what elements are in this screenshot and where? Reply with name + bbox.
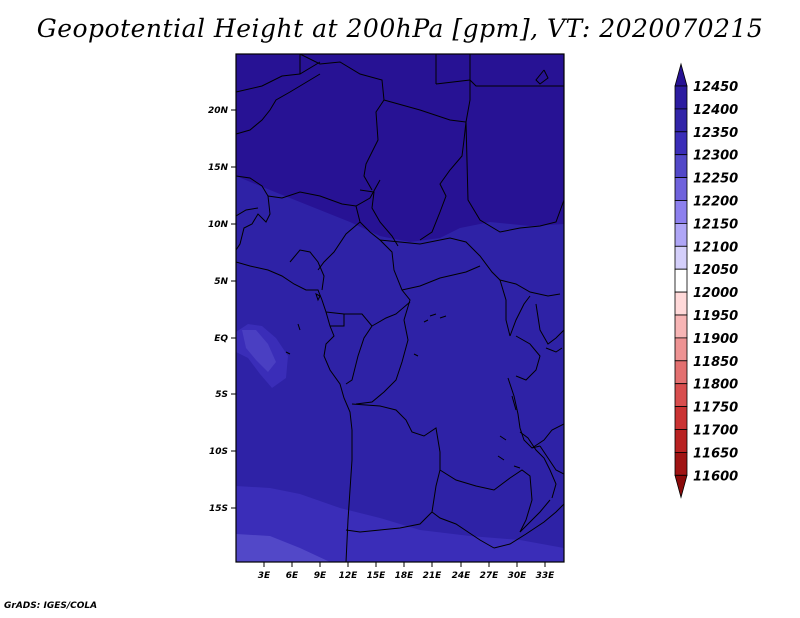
- colorbar-segment: [674, 451, 688, 476]
- lon-label-6e: 6E: [286, 571, 299, 581]
- colorbar-segment: [674, 154, 688, 178]
- lon-label-18e: 18E: [395, 571, 415, 581]
- lon-label-24e: 24E: [452, 571, 472, 581]
- lat-label-eq: EQ: [214, 334, 228, 344]
- lon-label-15e: 15E: [367, 571, 387, 581]
- colorbar-segment: [674, 200, 688, 224]
- lat-label-5n: 5N: [214, 277, 228, 287]
- colorbar-label: 11900: [693, 332, 738, 347]
- lon-label-9e: 9E: [314, 571, 327, 581]
- colorbar-label: 11700: [693, 424, 738, 439]
- colorbar-segment: [674, 337, 688, 362]
- colorbar-label: 12050: [693, 263, 738, 278]
- colorbar-label: 11850: [693, 355, 738, 370]
- colorbar-label: 11650: [693, 446, 738, 461]
- colorbar-label: 12250: [693, 172, 738, 187]
- lat-label-10s: 10S: [209, 447, 228, 457]
- map-frame: [235, 53, 565, 563]
- colorbar-label: 11800: [693, 378, 738, 393]
- colorbar-segment: [674, 108, 688, 133]
- lon-label-21e: 21E: [423, 571, 443, 581]
- colorbar-label: 11600: [693, 469, 738, 484]
- lon-label-30e: 30E: [508, 571, 528, 581]
- colorbar-segment: [674, 383, 688, 408]
- lon-label-12e: 12E: [339, 571, 359, 581]
- country-boundaries: [236, 54, 564, 562]
- lat-label-20n: 20N: [208, 106, 229, 116]
- colorbar-label: 12300: [693, 149, 738, 164]
- colorbar-segment: [674, 245, 688, 270]
- colorbar-segment: [674, 131, 688, 156]
- lat-labels: 20N 15N 10N 5N EQ 5S 10S 15S: [208, 106, 229, 514]
- colorbar-segment: [674, 429, 688, 453]
- colorbar-top-arrow: [674, 62, 688, 87]
- credit-label: GrADS: IGES/COLA: [4, 601, 98, 611]
- lat-label-10n: 10N: [208, 220, 229, 230]
- colorbar-segment: [674, 177, 688, 201]
- colorbar: 12450 12400 12350 12300 12250 12200 12150 12100…: [674, 62, 738, 499]
- lat-label-5s: 5S: [215, 390, 228, 400]
- lon-label-33e: 33E: [536, 571, 556, 581]
- lon-ticks: [263, 562, 546, 567]
- colorbar-segment: [674, 268, 688, 293]
- colorbar-label: 12350: [693, 126, 738, 141]
- lat-label-15n: 15N: [208, 163, 229, 173]
- colorbar-segment: [674, 222, 688, 247]
- colorbar-label: 11750: [693, 401, 738, 416]
- map-field: [236, 54, 564, 562]
- colorbar-label: 12100: [693, 240, 738, 255]
- colorbar-segment: [674, 291, 688, 316]
- colorbar-segment: [674, 314, 688, 339]
- colorbar-bottom-arrow: [674, 474, 688, 499]
- chart-title: Geopotential Height at 200hPa [gpm], VT:…: [36, 14, 764, 43]
- colorbar-segment: [674, 85, 688, 110]
- colorbar-label: 12150: [693, 217, 738, 232]
- colorbar-label: 12450: [693, 80, 738, 95]
- colorbar-label: 12200: [693, 195, 738, 210]
- colorbar-segment: [674, 406, 688, 430]
- lon-label-27e: 27E: [480, 571, 500, 581]
- colorbar-label: 12000: [693, 286, 738, 301]
- lon-labels: 3E 6E 9E 12E 15E 18E 21E 24E 27E 30E 33E: [258, 571, 555, 581]
- lat-ticks: [231, 109, 236, 509]
- lat-label-15s: 15S: [209, 504, 228, 514]
- colorbar-label: 12400: [693, 103, 738, 118]
- colorbar-segment: [674, 360, 688, 385]
- lon-label-3e: 3E: [258, 571, 271, 581]
- colorbar-label: 11950: [693, 309, 738, 324]
